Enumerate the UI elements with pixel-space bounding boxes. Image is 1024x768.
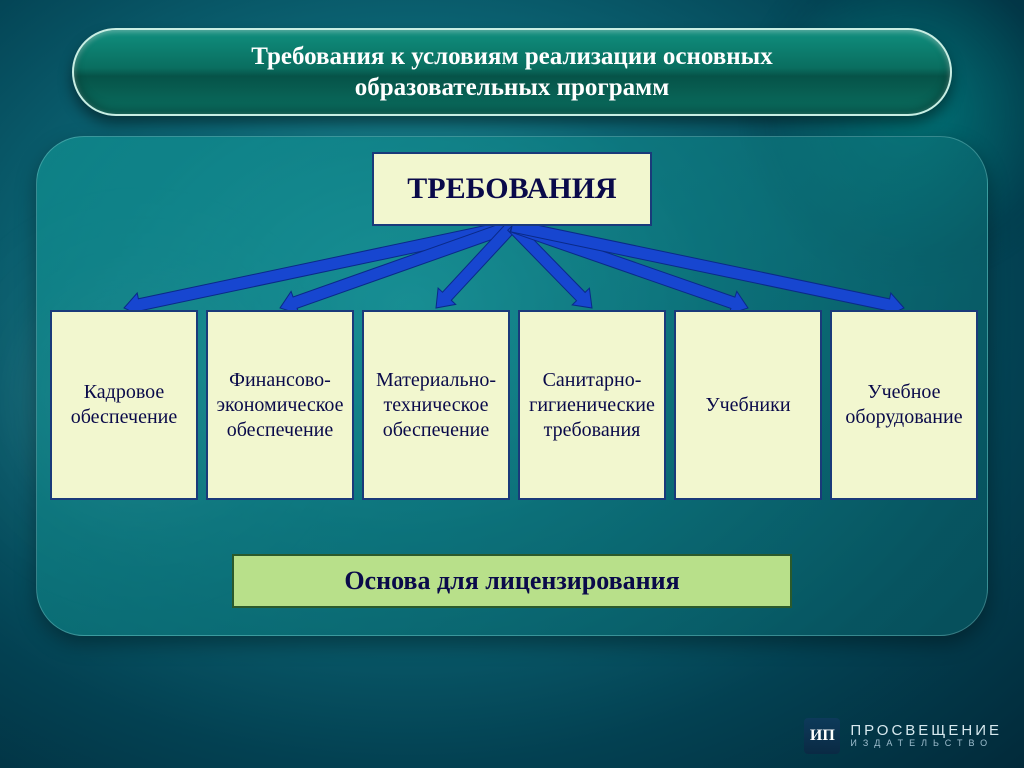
child-node-3-label: Санитарно-гигиенические требования bbox=[524, 368, 660, 443]
child-node-2: Материально-техническое обеспечение bbox=[362, 310, 510, 500]
child-node-0: Кадровое обеспечение bbox=[50, 310, 198, 500]
publisher-sub: ИЗДАТЕЛЬСТВО bbox=[850, 739, 1002, 749]
publisher-logo-text: ИП bbox=[810, 727, 835, 745]
publisher-brand: ИП ПРОСВЕЩЕНИЕ ИЗДАТЕЛЬСТВО bbox=[804, 718, 1002, 754]
child-node-1-label: Финансово-экономическое обеспечение bbox=[212, 368, 348, 443]
child-node-3: Санитарно-гигиенические требования bbox=[518, 310, 666, 500]
child-node-5-label: Учебное оборудование bbox=[836, 380, 972, 430]
title-line-2: образовательных программ bbox=[355, 72, 669, 103]
child-node-5: Учебное оборудование bbox=[830, 310, 978, 500]
child-node-1: Финансово-экономическое обеспечение bbox=[206, 310, 354, 500]
child-node-4: Учебники bbox=[674, 310, 822, 500]
root-node-label: ТРЕБОВАНИЯ bbox=[407, 172, 616, 206]
title-line-1: Требования к условиям реализации основны… bbox=[251, 41, 772, 72]
child-node-0-label: Кадровое обеспечение bbox=[56, 380, 192, 430]
title-banner: Требования к условиям реализации основны… bbox=[72, 28, 952, 116]
publisher-logo: ИП bbox=[804, 718, 840, 754]
child-node-4-label: Учебники bbox=[705, 393, 790, 418]
footer-node: Основа для лицензирования bbox=[232, 554, 792, 608]
footer-node-label: Основа для лицензирования bbox=[344, 566, 679, 596]
root-node: ТРЕБОВАНИЯ bbox=[372, 152, 652, 226]
child-node-2-label: Материально-техническое обеспечение bbox=[368, 368, 504, 443]
publisher-name: ПРОСВЕЩЕНИЕ bbox=[850, 723, 1002, 740]
